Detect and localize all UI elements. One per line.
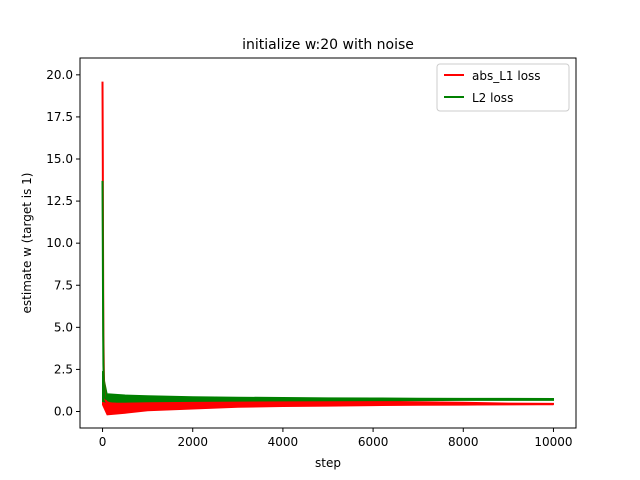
series-line-l2-loss	[101, 180, 554, 401]
y-axis-ticks: 0.0 2.5 5.0 7.5 10.0 12.5 15.0 17.5 20.0	[46, 68, 80, 419]
x-tick-label: 8000	[448, 435, 479, 449]
legend-label-l2-loss: L2 loss	[472, 91, 513, 105]
y-tick-label: 7.5	[54, 278, 73, 292]
x-tick-label: 2000	[177, 435, 208, 449]
x-tick-label: 0	[99, 435, 107, 449]
chart-title: initialize w:20 with noise	[242, 37, 414, 53]
x-tick-label: 6000	[358, 435, 389, 449]
series-line-layer	[101, 81, 554, 406]
legend-box	[436, 63, 570, 112]
y-tick-label: 20.0	[46, 68, 73, 82]
legend-label-abs-l1-loss: abs_L1 loss	[472, 69, 541, 83]
legend: abs_L1 loss L2 loss	[436, 63, 570, 112]
x-axis-ticks: 0 2000 4000 6000 8000 10000	[99, 428, 573, 449]
y-tick-label: 17.5	[46, 110, 73, 124]
x-axis-label: step	[315, 456, 341, 470]
x-tick-label: 10000	[534, 435, 572, 449]
y-tick-label: 5.0	[54, 320, 73, 334]
y-tick-label: 12.5	[46, 194, 73, 208]
y-tick-label: 10.0	[46, 236, 73, 250]
y-tick-label: 0.0	[54, 405, 73, 419]
y-tick-label: 15.0	[46, 152, 73, 166]
y-tick-label: 2.5	[54, 362, 73, 376]
x-tick-label: 4000	[268, 435, 299, 449]
y-axis-label: estimate w (target is 1)	[20, 173, 34, 314]
